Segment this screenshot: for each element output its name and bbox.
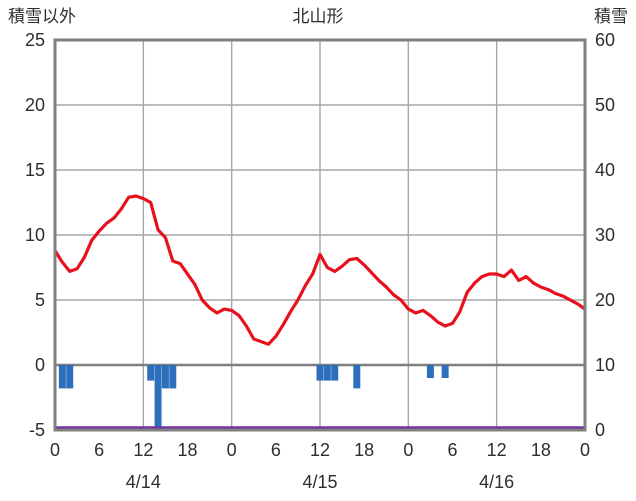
x-axis-tick-label: 0 — [580, 440, 590, 460]
left-axis-tick-label: 15 — [25, 160, 45, 180]
precipitation-bar — [316, 365, 324, 381]
right-axis-tick-label: 30 — [595, 225, 615, 245]
x-axis-day-label: 4/15 — [302, 472, 337, 492]
precipitation-bar — [66, 365, 74, 389]
left-axis-tick-label: -5 — [29, 420, 45, 440]
x-axis-tick-label: 12 — [487, 440, 507, 460]
chart-title: 北山形 — [293, 7, 344, 26]
left-axis-tick-label: 5 — [35, 290, 45, 310]
right-axis-tick-label: 0 — [595, 420, 605, 440]
right-axis-tick-label: 40 — [595, 160, 615, 180]
right-axis-tick-label: 50 — [595, 95, 615, 115]
x-axis-tick-label: 6 — [94, 440, 104, 460]
x-axis-tick-label: 18 — [354, 440, 374, 460]
x-axis-tick-label: 12 — [310, 440, 330, 460]
precipitation-bar — [426, 365, 434, 378]
right-axis-tick-label: 20 — [595, 290, 615, 310]
temperature-line — [53, 194, 587, 346]
x-axis-tick-label: 6 — [271, 440, 281, 460]
x-axis-tick-label: 18 — [531, 440, 551, 460]
left-axis-title: 積雪以外 — [8, 7, 76, 26]
precipitation-bar — [58, 365, 66, 389]
x-axis-tick-label: 0 — [50, 440, 60, 460]
precipitation-bar — [441, 365, 449, 378]
right-axis-tick-label: 10 — [595, 355, 615, 375]
x-axis-tick-label: 0 — [403, 440, 413, 460]
left-axis-tick-label: 20 — [25, 95, 45, 115]
precipitation-bar — [323, 365, 331, 381]
right-axis-title: 積雪 — [594, 7, 628, 26]
x-axis-tick-label: 18 — [177, 440, 197, 460]
left-axis-tick-label: 0 — [35, 355, 45, 375]
left-axis-tick-label: 25 — [25, 30, 45, 50]
plot-border — [53, 38, 587, 432]
precipitation-bar — [353, 365, 361, 389]
precipitation-bar — [147, 365, 155, 381]
x-axis-tick-label: 6 — [447, 440, 457, 460]
x-axis-day-label: 4/16 — [479, 472, 514, 492]
right-axis-tick-label: 60 — [595, 30, 615, 50]
x-axis-tick-label: 12 — [133, 440, 153, 460]
x-axis-tick-label: 0 — [227, 440, 237, 460]
x-axis-day-label: 4/14 — [126, 472, 161, 492]
precipitation-bar — [331, 365, 339, 381]
precipitation-bar — [154, 365, 162, 430]
precipitation-bar — [161, 365, 169, 389]
left-axis-tick-label: 10 — [25, 225, 45, 245]
precipitation-bar — [169, 365, 177, 389]
